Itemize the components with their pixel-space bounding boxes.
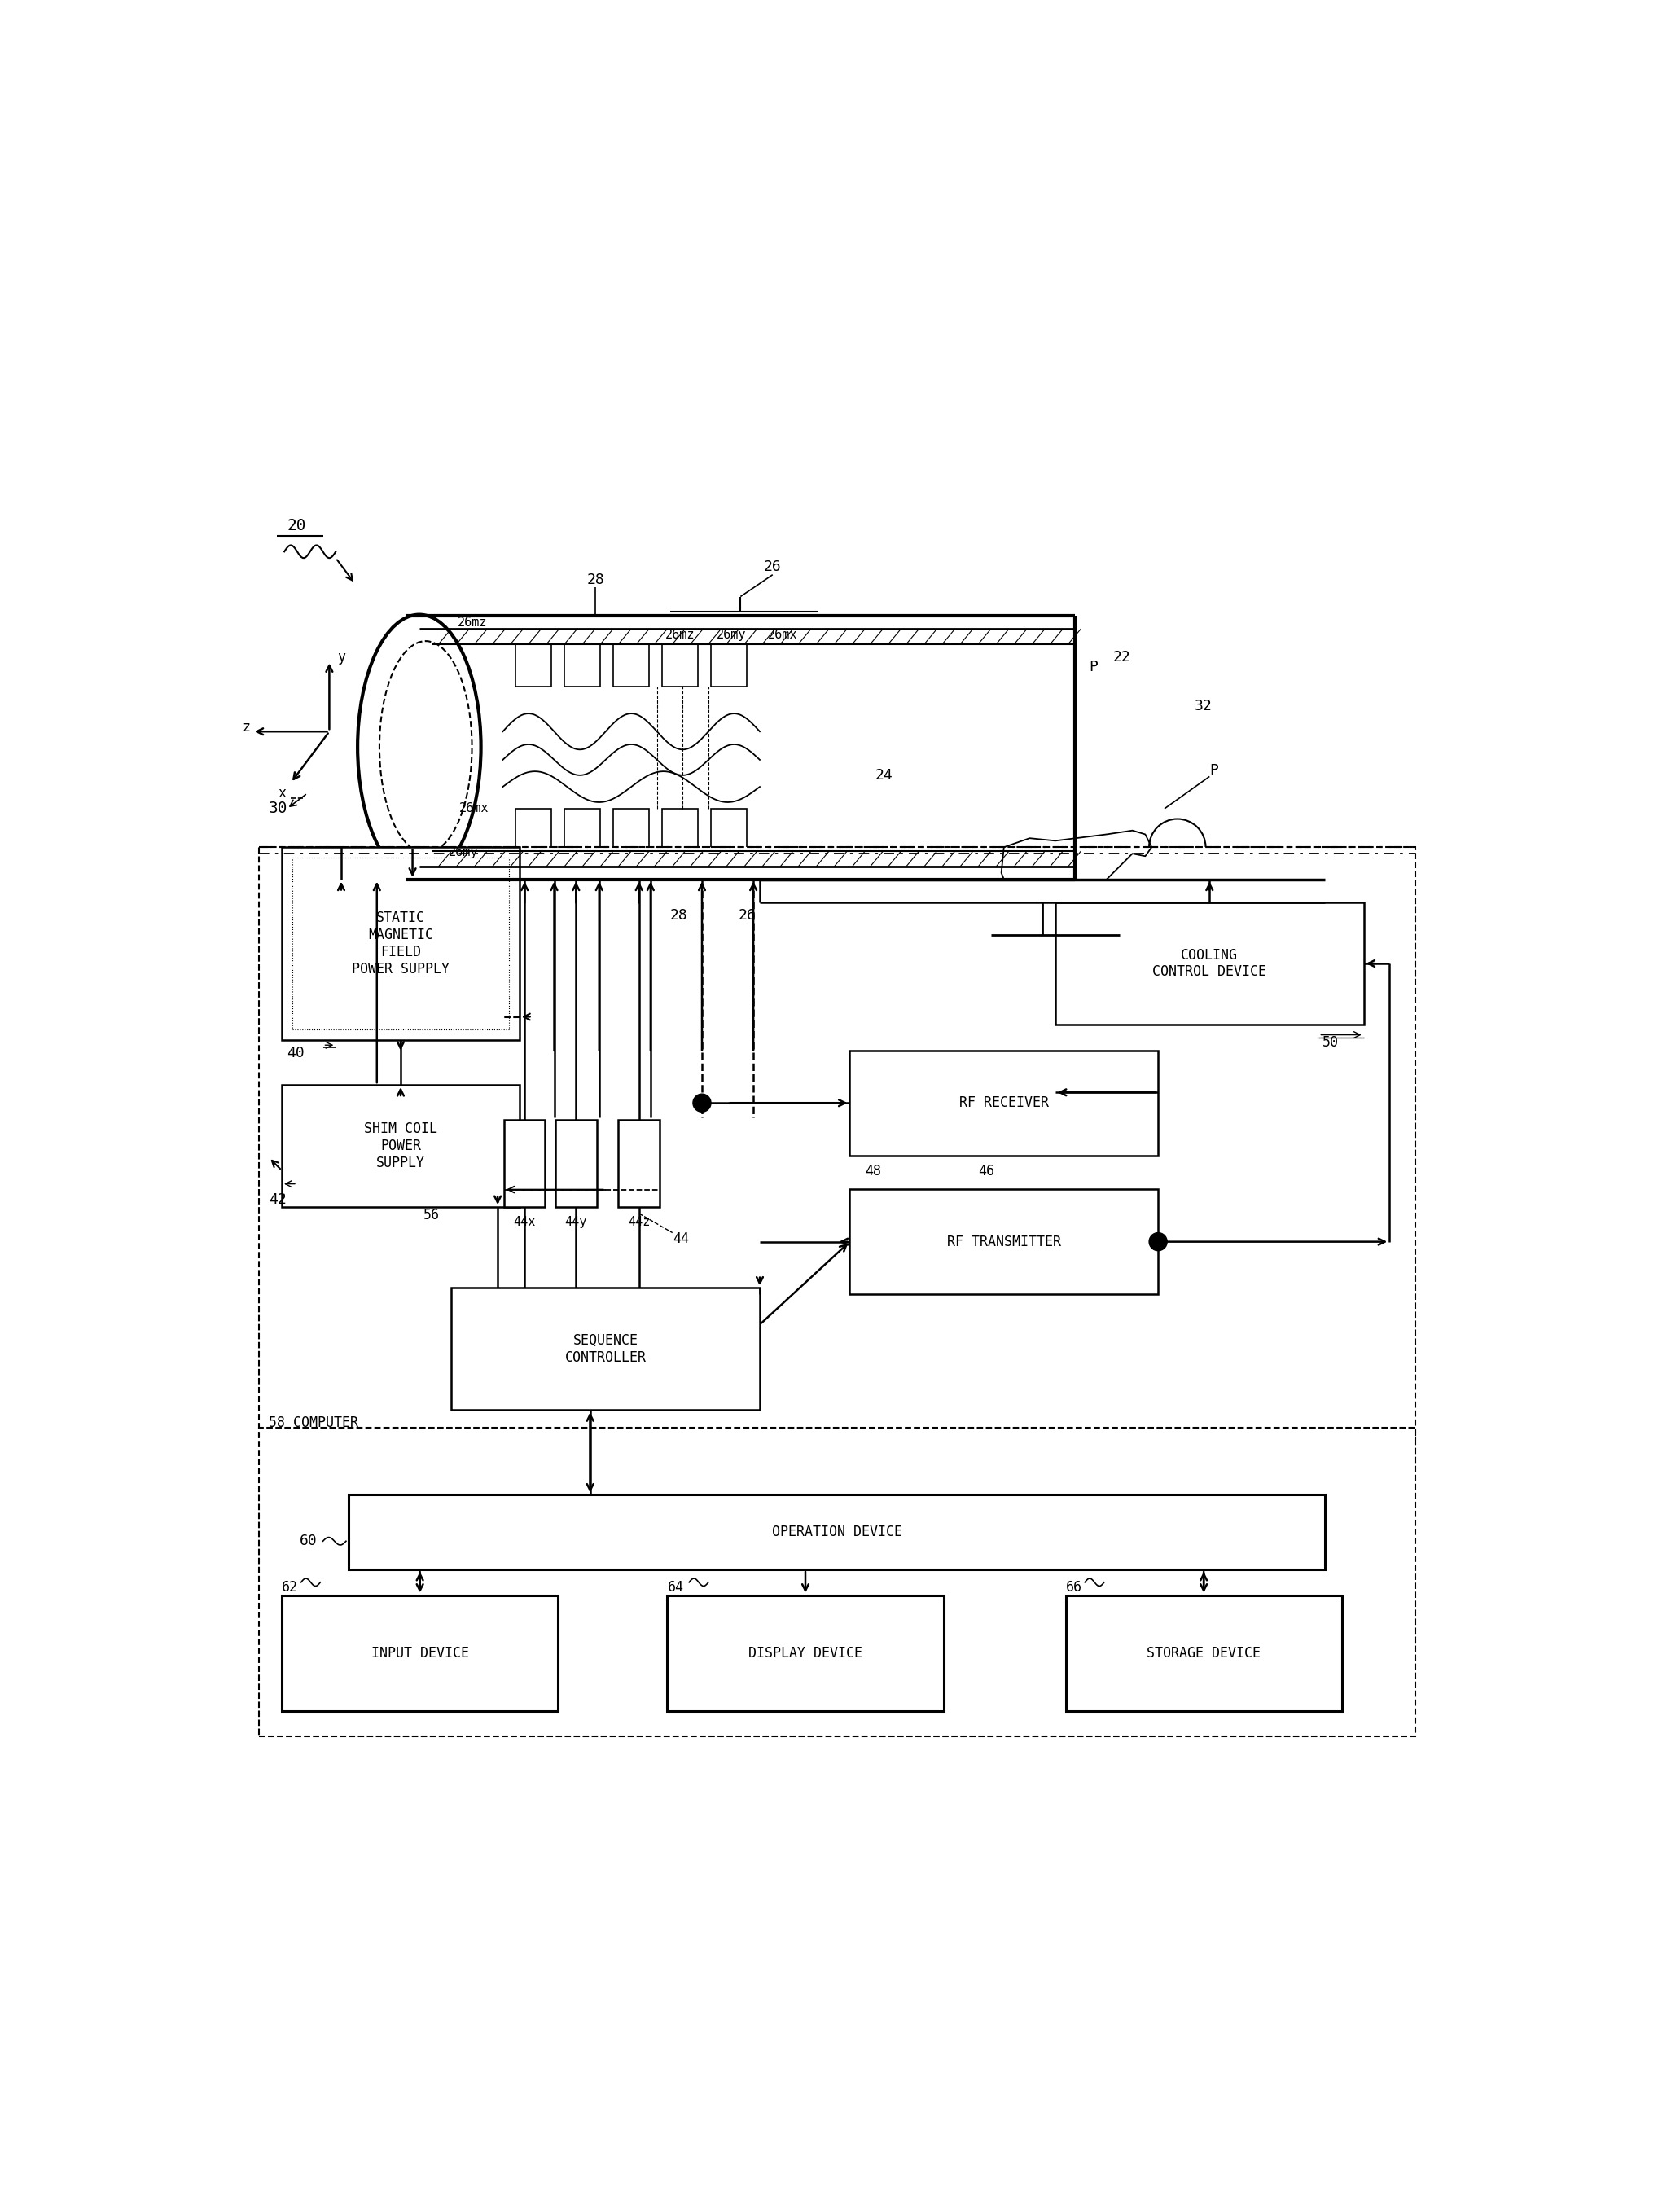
Text: RF RECEIVER: RF RECEIVER xyxy=(958,1095,1050,1110)
Text: 58 COMPUTER: 58 COMPUTER xyxy=(269,1416,358,1431)
Text: P: P xyxy=(1210,763,1219,776)
Text: STATIC
MAGNETIC
FIELD
POWER SUPPLY: STATIC MAGNETIC FIELD POWER SUPPLY xyxy=(351,911,449,975)
Text: 24: 24 xyxy=(875,768,894,783)
Bar xyxy=(259,847,1416,1438)
Text: 46: 46 xyxy=(978,1164,995,1179)
Text: 42: 42 xyxy=(269,1192,287,1206)
Bar xyxy=(451,1287,759,1409)
Text: SEQUENCE
CONTROLLER: SEQUENCE CONTROLLER xyxy=(565,1334,647,1365)
Text: 26mz: 26mz xyxy=(458,617,487,628)
Bar xyxy=(1066,1595,1341,1710)
Text: 28: 28 xyxy=(670,907,688,922)
Text: COOLING
CONTROL DEVICE: COOLING CONTROL DEVICE xyxy=(1152,947,1267,980)
Circle shape xyxy=(1149,1232,1167,1250)
Text: 60: 60 xyxy=(300,1533,317,1548)
Bar xyxy=(662,810,698,852)
Text: x: x xyxy=(279,785,287,801)
Bar xyxy=(259,1429,1416,1736)
Bar xyxy=(516,810,552,852)
Bar xyxy=(292,858,509,1029)
Text: 44y: 44y xyxy=(565,1217,587,1228)
Text: 22: 22 xyxy=(1113,650,1131,664)
Text: 26my: 26my xyxy=(449,847,479,858)
Text: 66: 66 xyxy=(1066,1579,1083,1595)
Text: 32: 32 xyxy=(1194,699,1212,712)
Text: 44x: 44x xyxy=(514,1217,536,1228)
Text: 62: 62 xyxy=(282,1579,298,1595)
Text: INPUT DEVICE: INPUT DEVICE xyxy=(371,1646,469,1661)
Text: 48: 48 xyxy=(865,1164,882,1179)
Text: 44z: 44z xyxy=(628,1217,650,1228)
Bar xyxy=(555,1119,597,1208)
Circle shape xyxy=(693,1095,711,1113)
Text: 64: 64 xyxy=(667,1579,683,1595)
Bar xyxy=(516,644,552,686)
Text: 20: 20 xyxy=(287,518,307,533)
Bar xyxy=(282,847,519,1040)
Text: 26mz: 26mz xyxy=(665,628,695,641)
Bar xyxy=(618,1119,660,1208)
Text: 40: 40 xyxy=(287,1046,305,1060)
Bar xyxy=(1056,902,1363,1024)
Text: OPERATION DEVICE: OPERATION DEVICE xyxy=(771,1524,902,1540)
Text: y: y xyxy=(337,650,345,664)
Text: STORAGE DEVICE: STORAGE DEVICE xyxy=(1147,1646,1260,1661)
Text: 26: 26 xyxy=(764,560,781,575)
Bar xyxy=(849,1051,1157,1155)
Text: 44: 44 xyxy=(673,1232,688,1248)
Text: 56: 56 xyxy=(423,1208,439,1221)
Text: 30: 30 xyxy=(269,801,288,816)
Text: 26: 26 xyxy=(738,907,756,922)
Text: 50: 50 xyxy=(1323,1035,1340,1051)
Bar xyxy=(662,644,698,686)
Bar xyxy=(564,810,600,852)
Text: 26my: 26my xyxy=(716,628,746,641)
Bar xyxy=(504,1119,545,1208)
Bar xyxy=(348,1495,1325,1568)
Text: 26mx: 26mx xyxy=(459,803,489,814)
Bar xyxy=(711,644,746,686)
Bar xyxy=(711,810,746,852)
Text: RF TRANSMITTER: RF TRANSMITTER xyxy=(947,1234,1061,1250)
Bar xyxy=(564,644,600,686)
Bar xyxy=(849,1190,1157,1294)
Bar xyxy=(613,810,650,852)
Text: 28: 28 xyxy=(587,573,604,586)
Bar xyxy=(613,644,650,686)
Text: SHIM COIL
POWER
SUPPLY: SHIM COIL POWER SUPPLY xyxy=(365,1121,438,1170)
Text: 26mx: 26mx xyxy=(768,628,797,641)
Bar xyxy=(282,1595,559,1710)
Text: DISPLAY DEVICE: DISPLAY DEVICE xyxy=(748,1646,862,1661)
Text: z: z xyxy=(242,721,250,734)
Text: P: P xyxy=(1089,659,1098,675)
Bar xyxy=(282,1084,519,1208)
Bar xyxy=(667,1595,943,1710)
